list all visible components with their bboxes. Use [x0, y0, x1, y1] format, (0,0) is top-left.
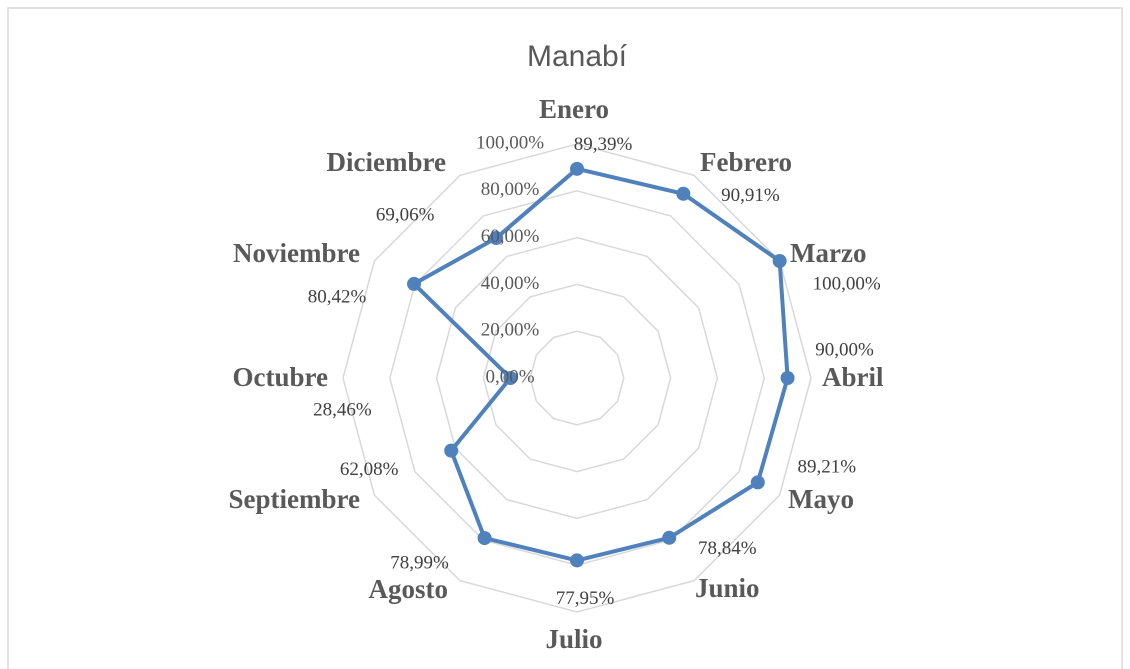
data-point	[570, 553, 584, 568]
category-label: Mayo	[788, 484, 854, 514]
data-point	[489, 231, 504, 246]
data-label: 89,39%	[574, 134, 633, 155]
grid-line	[389, 190, 765, 566]
category-label: Febrero	[700, 147, 792, 177]
data-label: 77,95%	[556, 588, 615, 609]
data-point	[750, 475, 765, 490]
tick-label: 0,00%	[485, 366, 534, 387]
chart-title: Manabí	[527, 40, 628, 73]
data-point	[772, 254, 787, 268]
data-label: 62,08%	[340, 459, 399, 480]
category-label: Junio	[695, 573, 760, 603]
chart-border	[7, 7, 1123, 669]
category-label: Abril	[822, 362, 884, 392]
data-point	[676, 186, 691, 201]
category-label: Diciembre	[327, 147, 446, 177]
data-point	[503, 371, 518, 385]
tick-label: 40,00%	[481, 273, 540, 294]
grid-line	[435, 236, 719, 520]
data-label: 90,00%	[815, 339, 874, 360]
category-label: Julio	[545, 624, 602, 654]
data-point	[570, 161, 584, 176]
data-label: 78,99%	[390, 552, 449, 573]
data-point	[477, 531, 492, 546]
grid-line	[482, 283, 672, 473]
tick-label: 80,00%	[481, 179, 540, 200]
data-label: 80,42%	[308, 286, 367, 307]
category-label: Marzo	[790, 238, 866, 268]
series-line	[412, 166, 790, 563]
tick-label: 60,00%	[481, 226, 540, 247]
data-point	[780, 371, 795, 385]
data-label: 89,21%	[797, 457, 856, 478]
data-point	[662, 530, 677, 545]
data-label: 28,46%	[313, 399, 372, 420]
tick-label: 100,00%	[476, 132, 544, 153]
data-label: 69,06%	[376, 204, 435, 225]
category-label: Septiembre	[229, 484, 360, 514]
grid-line	[529, 330, 625, 426]
category-label: Octubre	[233, 362, 329, 392]
data-label: 78,84%	[698, 538, 757, 559]
tick-label: 20,00%	[481, 320, 540, 341]
category-label: Noviembre	[233, 238, 360, 268]
data-label: 100,00%	[813, 273, 881, 294]
category-label: Agosto	[369, 574, 449, 604]
data-label: 90,91%	[721, 185, 780, 206]
data-point	[407, 276, 422, 291]
data-point	[444, 443, 459, 458]
category-label: Enero	[539, 94, 609, 124]
